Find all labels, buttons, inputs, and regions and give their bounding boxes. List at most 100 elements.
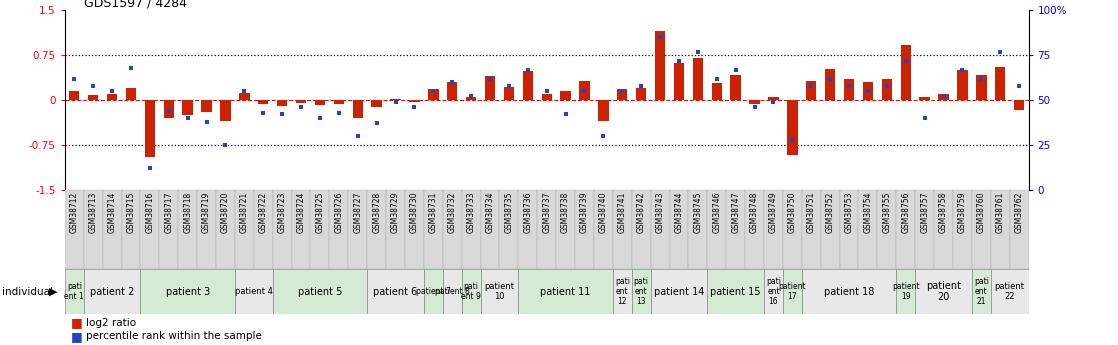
- Text: GSM38752: GSM38752: [826, 191, 835, 233]
- Bar: [201, 100, 211, 112]
- Text: GSM38731: GSM38731: [429, 191, 438, 233]
- Text: GSM38725: GSM38725: [315, 191, 324, 233]
- Text: patient 11: patient 11: [540, 287, 590, 296]
- Bar: [560, 91, 571, 100]
- Text: GSM38743: GSM38743: [655, 191, 664, 233]
- Point: [160, 108, 178, 114]
- Text: GSM38758: GSM38758: [939, 191, 948, 233]
- Bar: [613, 190, 632, 269]
- Bar: [840, 190, 859, 269]
- Point: [651, 34, 669, 40]
- Text: GSM38761: GSM38761: [996, 191, 1005, 233]
- Text: patient
10: patient 10: [484, 282, 514, 301]
- Point: [1011, 83, 1029, 88]
- Bar: [900, 45, 911, 100]
- Point: [670, 58, 688, 63]
- Bar: [764, 269, 783, 314]
- Text: GSM38755: GSM38755: [882, 191, 891, 233]
- Bar: [447, 82, 457, 100]
- Text: GSM38756: GSM38756: [901, 191, 910, 233]
- Bar: [163, 100, 174, 118]
- Text: GSM38727: GSM38727: [353, 191, 362, 233]
- Point: [462, 94, 480, 99]
- Bar: [330, 190, 349, 269]
- Bar: [254, 190, 273, 269]
- Bar: [390, 99, 400, 100]
- Bar: [519, 190, 538, 269]
- Text: GSM38717: GSM38717: [164, 191, 173, 233]
- Text: GSM38760: GSM38760: [977, 191, 986, 233]
- Point: [236, 88, 254, 94]
- Point: [519, 67, 537, 72]
- Point: [538, 88, 556, 94]
- Bar: [897, 190, 916, 269]
- Point: [141, 166, 159, 171]
- Text: GSM38715: GSM38715: [126, 191, 135, 233]
- Text: GSM38746: GSM38746: [712, 191, 721, 233]
- Bar: [972, 269, 991, 314]
- Bar: [107, 94, 117, 100]
- Point: [803, 83, 821, 88]
- Text: GSM38734: GSM38734: [485, 191, 494, 233]
- Text: ■: ■: [70, 316, 83, 329]
- Bar: [424, 269, 443, 314]
- Bar: [160, 190, 178, 269]
- Text: GSM38728: GSM38728: [372, 191, 381, 233]
- Text: GSM38714: GSM38714: [107, 191, 116, 233]
- Point: [349, 133, 367, 139]
- Text: patient
19: patient 19: [892, 282, 919, 301]
- Bar: [84, 190, 103, 269]
- Bar: [538, 190, 556, 269]
- Text: GSM38762: GSM38762: [1015, 191, 1024, 233]
- Point: [633, 83, 651, 88]
- Bar: [443, 269, 462, 314]
- Bar: [632, 190, 651, 269]
- Text: GSM38753: GSM38753: [844, 191, 853, 233]
- Bar: [481, 269, 519, 314]
- Bar: [500, 190, 519, 269]
- Text: GSM38735: GSM38735: [504, 191, 513, 233]
- Bar: [197, 190, 216, 269]
- Point: [387, 99, 405, 105]
- Bar: [878, 190, 897, 269]
- Text: individual: individual: [2, 287, 54, 296]
- Text: GSM38716: GSM38716: [145, 191, 154, 233]
- Point: [65, 76, 83, 81]
- Text: GSM38750: GSM38750: [788, 191, 797, 233]
- Bar: [315, 100, 325, 105]
- Bar: [144, 100, 155, 157]
- Bar: [311, 190, 330, 269]
- Text: GSM38733: GSM38733: [466, 191, 475, 233]
- Text: GSM38741: GSM38741: [618, 191, 627, 233]
- Bar: [258, 100, 268, 104]
- Bar: [462, 190, 481, 269]
- Text: GSM38738: GSM38738: [561, 191, 570, 233]
- Bar: [802, 190, 821, 269]
- Point: [935, 94, 953, 99]
- Bar: [386, 190, 405, 269]
- Bar: [711, 83, 722, 100]
- Bar: [882, 79, 892, 100]
- Bar: [292, 190, 311, 269]
- Text: GSM38745: GSM38745: [693, 191, 702, 233]
- Bar: [938, 94, 949, 100]
- Bar: [352, 100, 363, 118]
- Bar: [821, 190, 840, 269]
- Bar: [273, 190, 292, 269]
- Bar: [65, 190, 84, 269]
- Point: [916, 115, 934, 121]
- Bar: [594, 190, 613, 269]
- Bar: [844, 79, 854, 100]
- Bar: [122, 190, 141, 269]
- Bar: [333, 100, 344, 104]
- Text: patient 15: patient 15: [710, 287, 761, 296]
- Bar: [617, 89, 627, 100]
- Text: GSM38712: GSM38712: [69, 191, 78, 233]
- Point: [481, 76, 499, 81]
- Point: [443, 79, 461, 85]
- Text: patient 3: patient 3: [165, 287, 210, 296]
- Bar: [220, 100, 230, 121]
- Point: [822, 76, 840, 81]
- Text: percentile rank within the sample: percentile rank within the sample: [86, 332, 262, 341]
- Bar: [953, 190, 972, 269]
